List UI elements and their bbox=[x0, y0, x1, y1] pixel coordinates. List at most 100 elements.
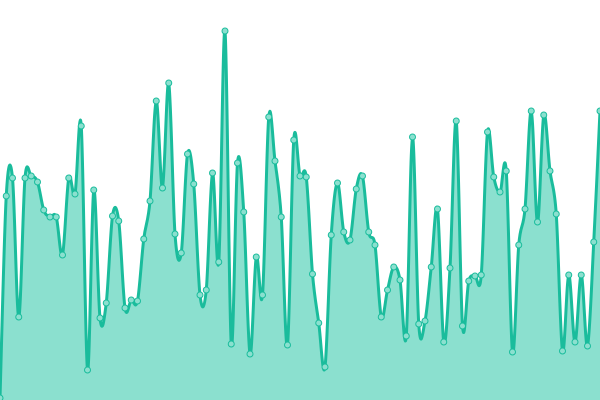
data-point-4 bbox=[21, 174, 29, 182]
data-point-70 bbox=[434, 205, 441, 213]
data-point-94 bbox=[584, 342, 591, 350]
data-point-27 bbox=[165, 79, 173, 87]
data-point-95 bbox=[590, 238, 598, 246]
data-point-63 bbox=[390, 263, 398, 271]
data-point-32 bbox=[196, 291, 204, 299]
data-point-33 bbox=[202, 286, 210, 294]
data-point-31 bbox=[190, 180, 198, 188]
data-point-26 bbox=[159, 184, 166, 192]
data-point-41 bbox=[252, 253, 260, 261]
data-point-68 bbox=[421, 317, 429, 325]
data-point-60 bbox=[371, 241, 379, 249]
data-point-28 bbox=[171, 230, 179, 238]
data-point-62 bbox=[384, 286, 391, 294]
data-point-55 bbox=[340, 228, 348, 236]
data-point-18 bbox=[109, 212, 116, 220]
data-point-76 bbox=[471, 272, 479, 280]
data-point-57 bbox=[352, 185, 360, 193]
data-point-67 bbox=[415, 320, 423, 328]
data-point-42 bbox=[259, 291, 266, 299]
data-point-17 bbox=[102, 299, 110, 307]
data-point-83 bbox=[515, 241, 523, 249]
data-point-35 bbox=[215, 258, 223, 266]
data-point-64 bbox=[396, 276, 404, 284]
data-point-61 bbox=[377, 313, 385, 321]
data-point-72 bbox=[446, 264, 454, 272]
data-point-51 bbox=[315, 319, 323, 327]
data-point-15 bbox=[90, 186, 98, 194]
data-point-47 bbox=[290, 136, 298, 144]
data-point-44 bbox=[271, 157, 279, 165]
data-point-78 bbox=[484, 128, 491, 136]
data-point-75 bbox=[465, 277, 473, 285]
data-point-84 bbox=[521, 205, 529, 213]
data-point-10 bbox=[59, 251, 66, 259]
data-point-82 bbox=[509, 348, 516, 356]
data-point-81 bbox=[502, 167, 510, 175]
data-point-22 bbox=[134, 297, 141, 305]
data-point-7 bbox=[40, 206, 48, 214]
data-point-5 bbox=[27, 172, 35, 180]
data-point-8 bbox=[46, 213, 54, 221]
data-point-14 bbox=[84, 366, 91, 374]
data-point-43 bbox=[265, 113, 273, 121]
data-point-45 bbox=[277, 213, 285, 221]
data-point-89 bbox=[552, 210, 560, 218]
data-point-48 bbox=[296, 172, 304, 180]
data-point-38 bbox=[234, 159, 241, 167]
data-point-92 bbox=[571, 338, 579, 346]
data-points bbox=[0, 27, 600, 400]
data-point-79 bbox=[490, 173, 498, 181]
data-point-58 bbox=[359, 172, 366, 180]
data-point-6 bbox=[34, 178, 41, 186]
data-point-50 bbox=[309, 270, 316, 278]
data-point-96 bbox=[596, 107, 600, 115]
data-point-2 bbox=[9, 174, 16, 182]
data-point-85 bbox=[527, 107, 535, 115]
data-point-25 bbox=[152, 97, 160, 105]
data-point-77 bbox=[477, 271, 485, 279]
data-point-65 bbox=[402, 332, 410, 340]
data-point-54 bbox=[334, 179, 341, 187]
data-point-34 bbox=[209, 169, 216, 177]
data-point-21 bbox=[127, 296, 135, 304]
data-point-37 bbox=[227, 340, 235, 348]
area-fill bbox=[0, 30, 600, 400]
data-point-87 bbox=[540, 111, 548, 119]
data-point-0 bbox=[0, 394, 4, 400]
data-point-88 bbox=[546, 167, 554, 175]
data-point-74 bbox=[459, 322, 466, 330]
data-point-66 bbox=[409, 133, 416, 141]
data-point-80 bbox=[496, 188, 504, 196]
data-point-56 bbox=[346, 236, 354, 244]
data-point-12 bbox=[71, 190, 79, 198]
data-point-39 bbox=[240, 208, 248, 216]
data-point-40 bbox=[246, 350, 254, 358]
data-point-23 bbox=[140, 235, 148, 243]
data-point-13 bbox=[77, 122, 85, 130]
data-point-90 bbox=[559, 347, 566, 355]
data-point-59 bbox=[365, 228, 373, 236]
data-point-16 bbox=[96, 314, 104, 322]
data-point-36 bbox=[221, 27, 229, 35]
data-point-91 bbox=[565, 271, 573, 279]
data-point-71 bbox=[440, 338, 448, 346]
data-point-93 bbox=[577, 271, 585, 279]
data-point-19 bbox=[115, 217, 123, 225]
data-point-52 bbox=[321, 363, 329, 371]
data-point-11 bbox=[65, 174, 73, 182]
data-point-30 bbox=[184, 150, 191, 158]
data-point-73 bbox=[452, 117, 460, 125]
data-point-3 bbox=[15, 313, 23, 321]
data-point-53 bbox=[327, 231, 335, 239]
data-point-24 bbox=[146, 197, 154, 205]
data-point-69 bbox=[427, 263, 435, 271]
data-point-49 bbox=[302, 173, 310, 181]
data-point-9 bbox=[52, 213, 60, 221]
data-point-20 bbox=[121, 304, 129, 312]
data-point-29 bbox=[177, 249, 185, 257]
data-point-46 bbox=[284, 341, 291, 349]
data-point-86 bbox=[534, 218, 541, 226]
data-point-1 bbox=[2, 192, 10, 200]
